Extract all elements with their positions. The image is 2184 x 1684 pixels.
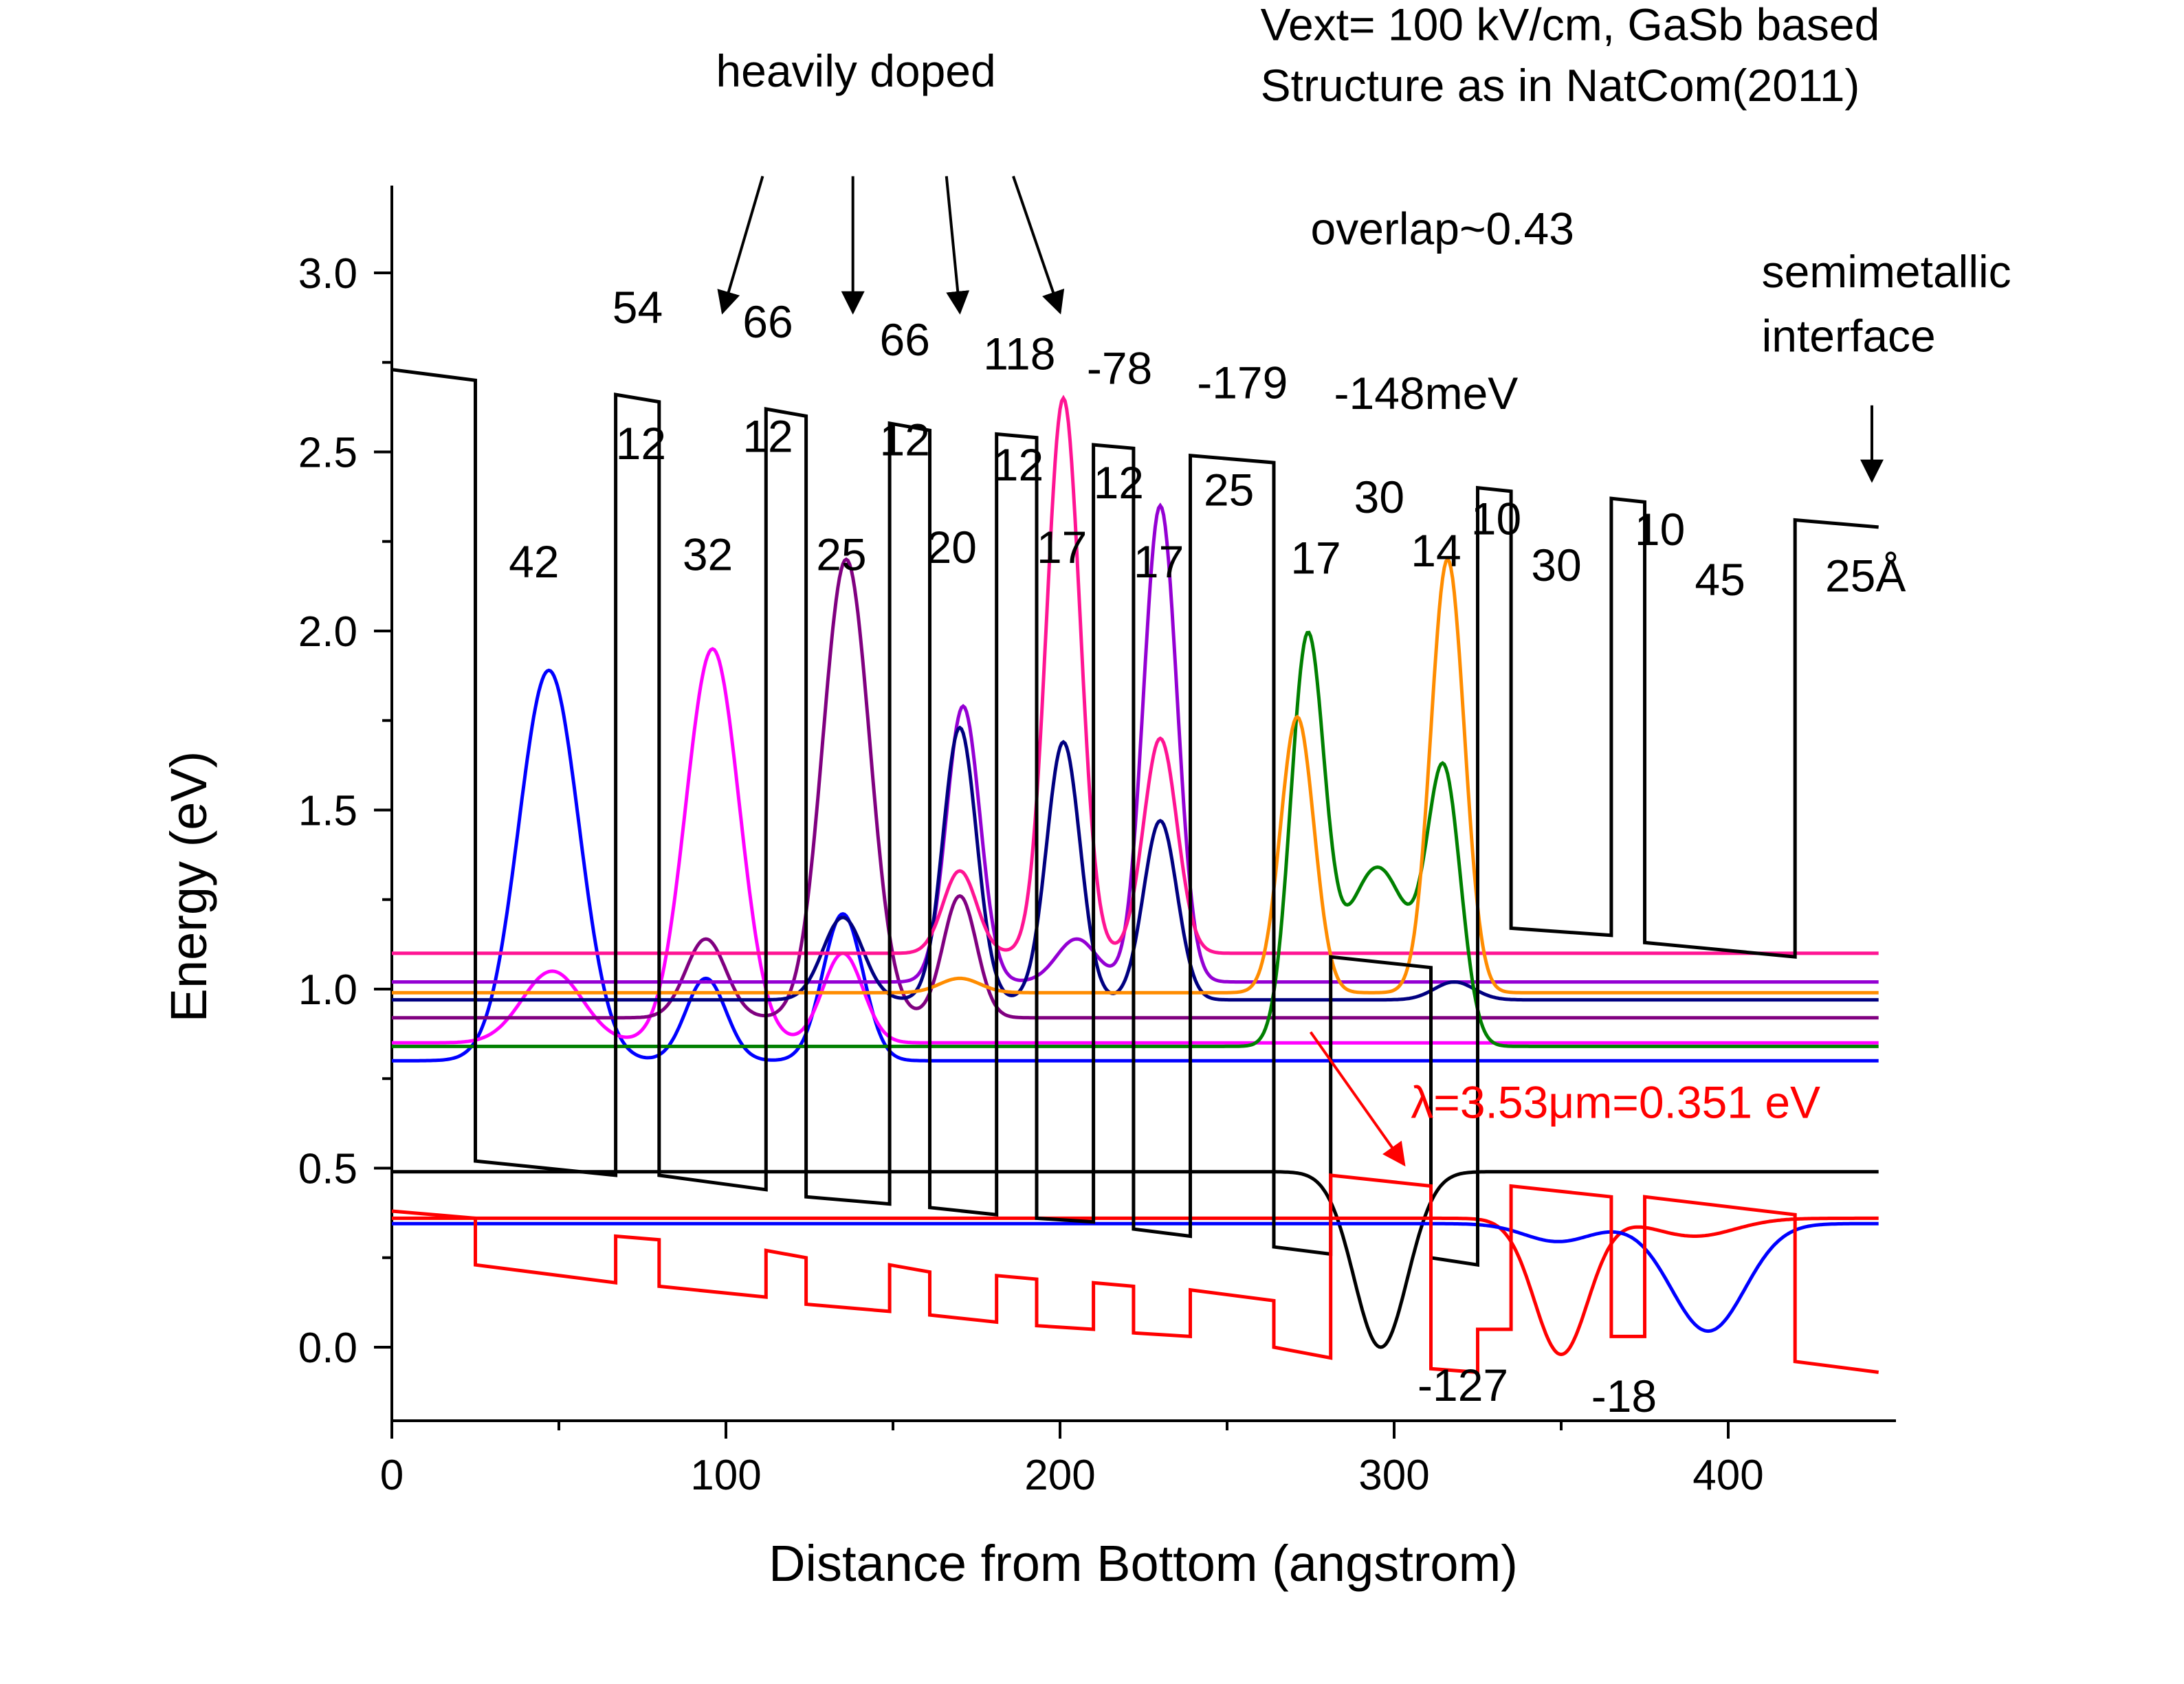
x-tick-label: 400 <box>1692 1452 1763 1499</box>
x-tick-label: 200 <box>1024 1452 1095 1499</box>
annotation-label: 42 <box>509 536 559 587</box>
x-tick-label: 300 <box>1358 1452 1429 1499</box>
y-axis-title: Energy (eV) <box>160 751 217 1023</box>
annotation-label: 10 <box>1635 504 1685 555</box>
annotations: Vext= 100 kV/cm, GaSb based Structure as … <box>509 0 2011 1421</box>
x-tick-label: 0 <box>380 1452 404 1499</box>
annotation-label: 14 <box>1411 525 1461 576</box>
annotation-label: -78 <box>1087 343 1152 394</box>
wavelength-annotation: λ=3.53μm=0.351 eV <box>1411 1077 1820 1128</box>
annotation-label: semimetallic <box>1762 246 2011 297</box>
annotation-label: 118 <box>983 329 1055 379</box>
annotation-label: 20 <box>927 522 977 573</box>
y-tick-label: 2.5 <box>298 430 357 477</box>
annotation-label: overlap~0.43 <box>1311 203 1574 254</box>
annotation-label: -148meV <box>1334 368 1519 419</box>
conduction-band-profile <box>391 368 1879 1267</box>
chart-series <box>391 368 1879 1375</box>
y-tick-label: 1.0 <box>298 966 357 1014</box>
annotation-label: 30 <box>1531 540 1581 590</box>
annotation-label: Vext= 100 kV/cm, GaSb based <box>1261 0 1880 49</box>
annotation-label: 25 <box>816 529 866 579</box>
axes: 0 100 200 300 400 0.0 0.5 1.0 1.5 2.0 2.5 3.0 <box>298 186 1896 1499</box>
annotation-label: 12 <box>742 411 793 462</box>
annotation-label: 17 <box>1037 522 1087 573</box>
annotation-label: 17 <box>1134 536 1184 587</box>
annotation-label: 12 <box>993 439 1044 490</box>
annotation-label: 12 <box>616 418 666 469</box>
annotation-arrow <box>717 175 764 315</box>
annotation-label: 66 <box>880 314 930 365</box>
annotation-label: 66 <box>742 296 793 347</box>
annotation-label: 54 <box>613 282 663 333</box>
annotation-label: 25Å <box>1825 551 1906 601</box>
annotation-label: 10 <box>1471 493 1521 544</box>
annotation-label: Structure as in NatCom(2011) <box>1261 60 1860 111</box>
x-axis-title: Distance from Bottom (angstrom) <box>769 1535 1518 1592</box>
y-tick-label: 1.5 <box>298 788 357 835</box>
annotation-label: 17 <box>1290 533 1341 584</box>
annotation-arrow <box>1309 1031 1406 1167</box>
valence-band-profile <box>391 1173 1879 1375</box>
annotation-label: 12 <box>1094 457 1144 508</box>
annotation-label: -127 <box>1418 1360 1508 1410</box>
annotation-label: 32 <box>683 529 733 579</box>
annotation-arrow <box>945 176 970 315</box>
annotation-label: -18 <box>1591 1371 1657 1421</box>
annotation-label: interface <box>1762 311 1936 362</box>
annotation-label: heavily doped <box>716 45 995 96</box>
annotation-label: 25 <box>1204 465 1254 516</box>
annotation-label: 12 <box>880 414 930 465</box>
annotation-label: 30 <box>1354 472 1404 522</box>
annotation-label: -179 <box>1197 357 1288 408</box>
annotation-arrow <box>1012 175 1065 315</box>
y-tick-label: 3.0 <box>298 250 357 298</box>
annotation-label: 45 <box>1695 554 1745 605</box>
x-tick-label: 100 <box>690 1452 761 1499</box>
y-tick-label: 2.0 <box>298 608 357 656</box>
y-tick-label: 0.5 <box>298 1146 357 1193</box>
y-tick-label: 0.0 <box>298 1325 357 1372</box>
